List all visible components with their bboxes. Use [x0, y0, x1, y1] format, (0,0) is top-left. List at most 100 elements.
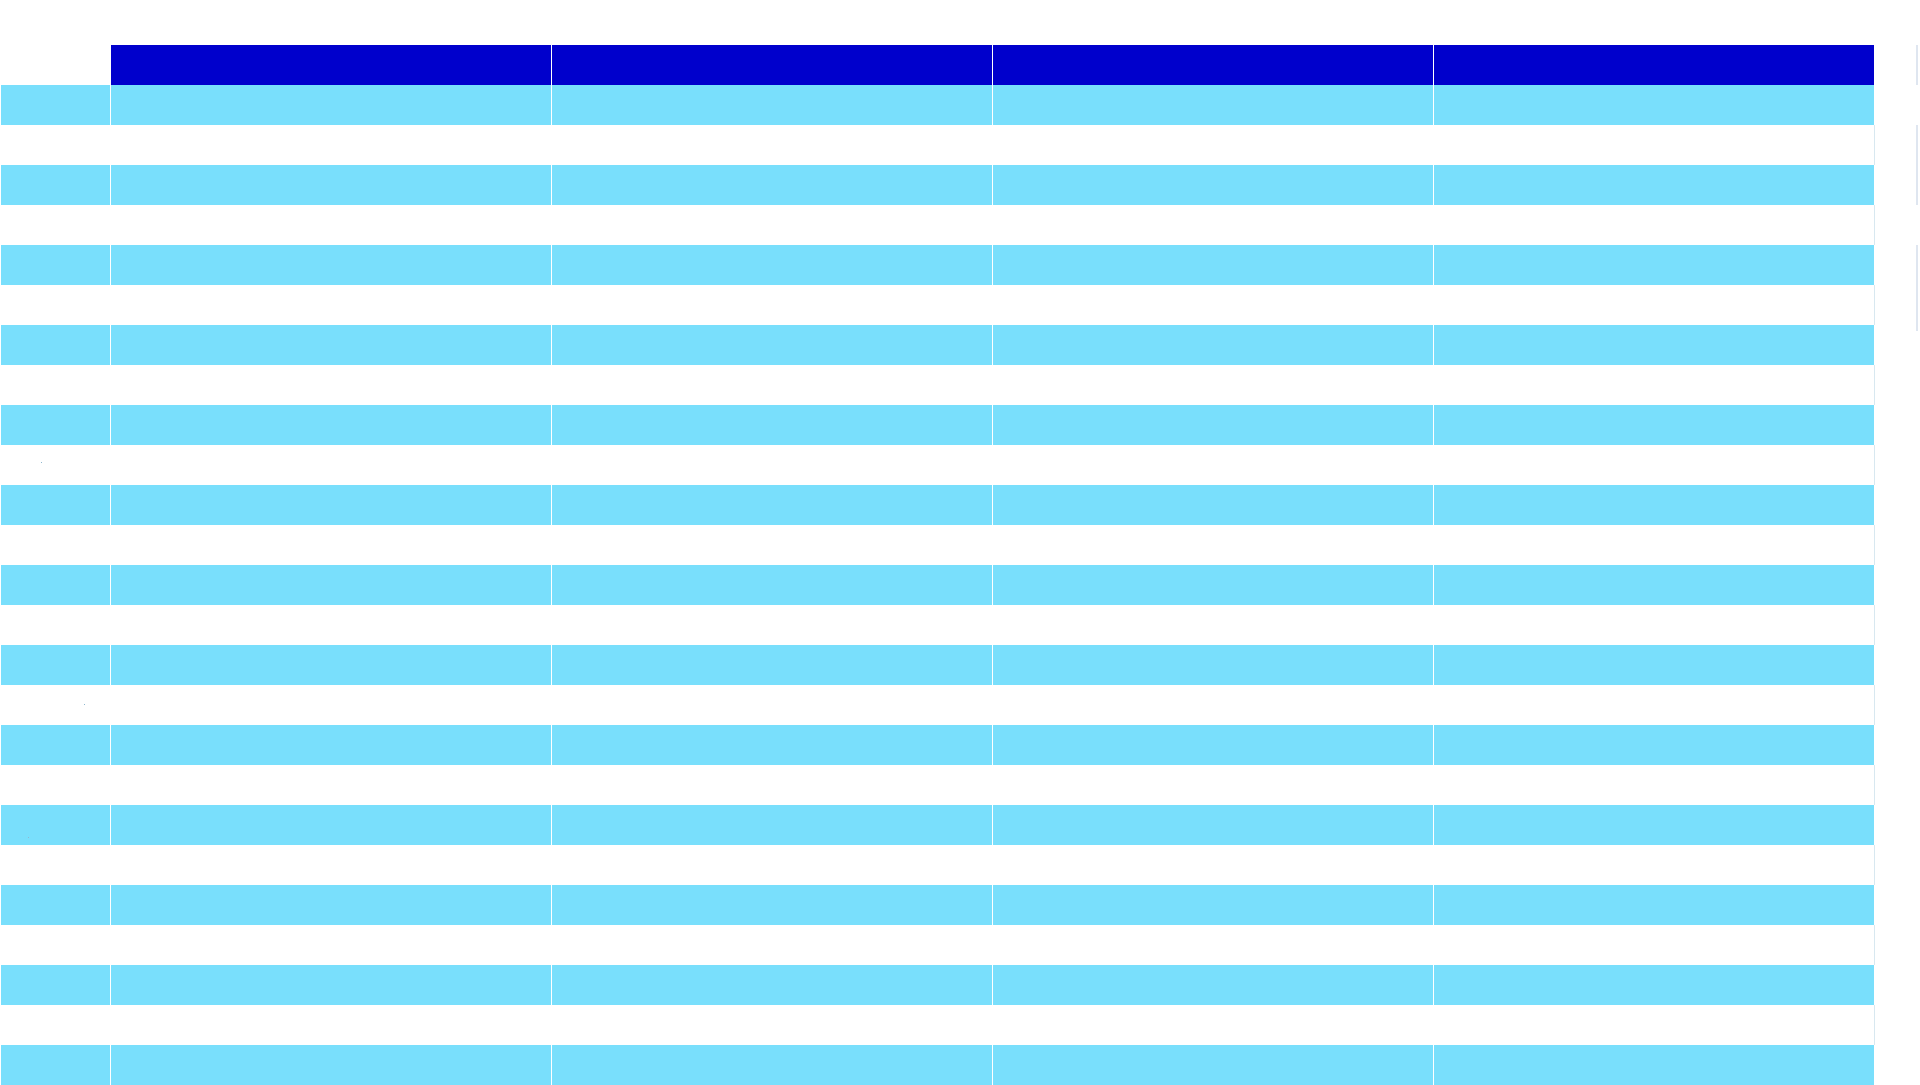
table-cell[interactable]: [110, 845, 551, 885]
table-cell[interactable]: [109, 725, 551, 765]
table-cell[interactable]: [109, 85, 551, 125]
table-cell[interactable]: [1433, 765, 1875, 805]
table-cell[interactable]: [992, 605, 1433, 645]
table-cell[interactable]: [109, 245, 551, 285]
table-cell[interactable]: [109, 565, 551, 605]
row-label-cell[interactable]: [1, 525, 110, 565]
table-cell[interactable]: [550, 325, 992, 365]
table-cell[interactable]: [551, 205, 992, 245]
table-cell[interactable]: [110, 445, 551, 485]
row-label-cell[interactable]: [1, 645, 110, 685]
table-cell[interactable]: [991, 405, 1433, 445]
table-cell[interactable]: [551, 365, 992, 405]
column-header[interactable]: [550, 45, 992, 85]
table-cell[interactable]: [992, 685, 1433, 725]
table-cell[interactable]: [109, 1045, 551, 1085]
table-cell[interactable]: [1432, 325, 1874, 365]
row-label-cell[interactable]: [1, 445, 110, 485]
row-label-cell[interactable]: [1, 85, 110, 125]
table-cell[interactable]: [109, 405, 551, 445]
row-label-cell[interactable]: [1, 205, 110, 245]
table-cell[interactable]: [1432, 565, 1874, 605]
table-cell[interactable]: [992, 365, 1433, 405]
table-cell[interactable]: [550, 1045, 992, 1085]
row-label-cell[interactable]: [1, 125, 110, 165]
table-cell[interactable]: [110, 605, 551, 645]
row-label-cell[interactable]: [1, 925, 110, 965]
table-cell[interactable]: [109, 325, 551, 365]
table-cell[interactable]: [992, 845, 1433, 885]
table-cell[interactable]: [551, 285, 992, 325]
table-cell[interactable]: [992, 285, 1433, 325]
table-cell[interactable]: [109, 885, 551, 925]
table-cell[interactable]: [992, 1005, 1433, 1045]
table-cell[interactable]: [991, 245, 1433, 285]
table-cell[interactable]: [551, 125, 992, 165]
table-cell[interactable]: [551, 1005, 992, 1045]
table-cell[interactable]: [991, 325, 1433, 365]
table-cell[interactable]: [550, 85, 992, 125]
table-cell[interactable]: [551, 765, 992, 805]
table-cell[interactable]: [550, 885, 992, 925]
table-cell[interactable]: [991, 85, 1433, 125]
table-cell[interactable]: [991, 725, 1433, 765]
table-cell[interactable]: [1433, 365, 1875, 405]
table-cell[interactable]: [992, 525, 1433, 565]
column-header[interactable]: [991, 45, 1433, 85]
table-cell[interactable]: [551, 605, 992, 645]
table-cell[interactable]: [1433, 525, 1875, 565]
row-label-cell[interactable]: [1, 605, 110, 645]
table-cell[interactable]: [1432, 85, 1874, 125]
table-cell[interactable]: [991, 565, 1433, 605]
table-cell[interactable]: [1432, 1045, 1874, 1085]
table-cell[interactable]: [992, 445, 1433, 485]
table-cell[interactable]: [1433, 605, 1875, 645]
table-cell[interactable]: [550, 965, 992, 1005]
table-cell[interactable]: [551, 925, 992, 965]
table-cell[interactable]: [1432, 965, 1874, 1005]
table-cell[interactable]: [991, 1045, 1433, 1085]
table-cell[interactable]: [550, 565, 992, 605]
table-cell[interactable]: [550, 405, 992, 445]
table-cell[interactable]: [991, 645, 1433, 685]
table-cell[interactable]: [991, 485, 1433, 525]
column-header[interactable]: [109, 45, 551, 85]
table-cell[interactable]: [1433, 125, 1875, 165]
column-header[interactable]: [1432, 45, 1874, 85]
table-cell[interactable]: [1432, 405, 1874, 445]
table-cell[interactable]: [551, 845, 992, 885]
table-cell[interactable]: [1432, 245, 1874, 285]
table-cell[interactable]: [109, 805, 551, 845]
row-label-cell[interactable]: [1, 1045, 110, 1085]
table-cell[interactable]: [110, 285, 551, 325]
table-cell[interactable]: [1432, 885, 1874, 925]
table-cell[interactable]: [110, 525, 551, 565]
table-cell[interactable]: [991, 965, 1433, 1005]
table-cell[interactable]: [1433, 845, 1875, 885]
row-label-cell[interactable]: [1, 245, 110, 285]
table-cell[interactable]: [992, 765, 1433, 805]
table-cell[interactable]: [110, 765, 551, 805]
table-cell[interactable]: [1433, 685, 1875, 725]
table-cell[interactable]: [109, 165, 551, 205]
table-cell[interactable]: [110, 685, 551, 725]
row-label-cell[interactable]: [1, 805, 110, 845]
table-cell[interactable]: [110, 365, 551, 405]
row-label-cell[interactable]: [1, 885, 110, 925]
table-cell[interactable]: [550, 165, 992, 205]
table-cell[interactable]: [550, 805, 992, 845]
row-label-cell[interactable]: [1, 405, 110, 445]
row-label-cell[interactable]: [1, 965, 110, 1005]
table-cell[interactable]: [991, 165, 1433, 205]
table-cell[interactable]: [110, 125, 551, 165]
table-cell[interactable]: [110, 925, 551, 965]
table-cell[interactable]: [551, 685, 992, 725]
table-cell[interactable]: [109, 485, 551, 525]
table-cell[interactable]: [550, 725, 992, 765]
table-cell[interactable]: [109, 965, 551, 1005]
table-cell[interactable]: [1433, 925, 1875, 965]
table-cell[interactable]: [551, 525, 992, 565]
row-label-cell[interactable]: [1, 725, 110, 765]
table-cell[interactable]: [1432, 485, 1874, 525]
table-cell[interactable]: [992, 205, 1433, 245]
